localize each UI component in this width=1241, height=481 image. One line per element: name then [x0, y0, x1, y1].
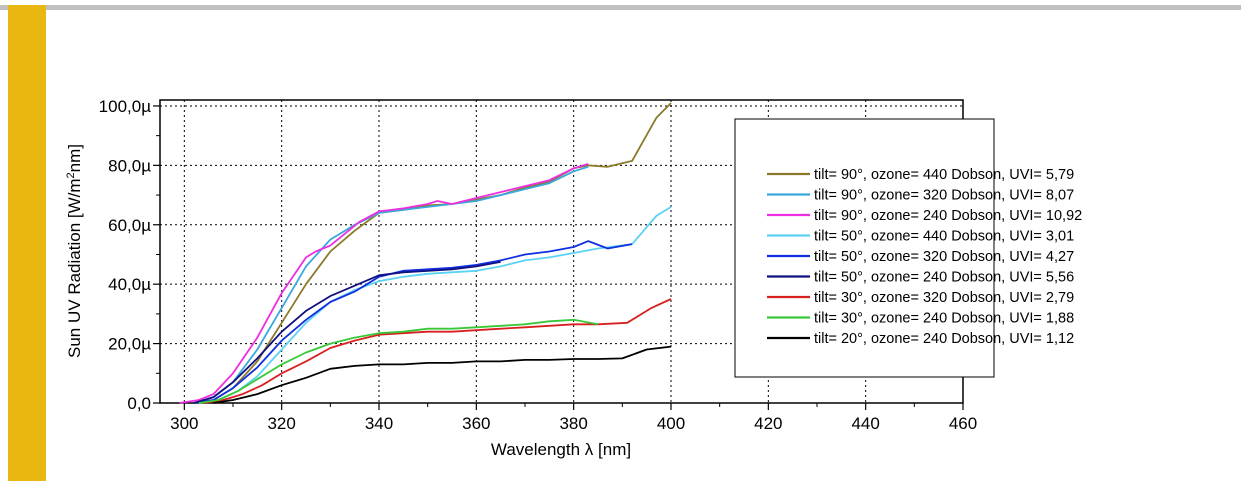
- x-tick-label: 300: [170, 414, 198, 433]
- y-tick-label: 0,0: [127, 394, 151, 413]
- series-line: [213, 345, 672, 404]
- y-tick-labels: 0,0 20,0µ 40,0µ 60,0µ 80,0µ 100,0µ: [99, 97, 152, 413]
- legend-label: tilt= 50°, ozone= 440 Dobson, UVI= 3,01: [814, 229, 1074, 245]
- x-tick-label: 460: [949, 414, 977, 433]
- y-axis-title-main: Sun UV Radiation [W/m: [65, 178, 84, 358]
- x-tick-labels: 300 320 340 360 380 400 420 440 460: [170, 414, 977, 433]
- series-line: [198, 206, 672, 404]
- series-line: [198, 318, 599, 404]
- x-axis-title: Wavelength λ [nm]: [491, 440, 631, 459]
- y-tick-label: 80,0µ: [108, 156, 151, 175]
- legend-label: tilt= 90°, ozone= 440 Dobson, UVI= 5,79: [814, 167, 1074, 183]
- x-tick-label: 380: [559, 414, 587, 433]
- x-tick-label: 440: [851, 414, 879, 433]
- series-line: [193, 240, 633, 404]
- y-tick-label: 60,0µ: [108, 216, 151, 235]
- series-line: [193, 261, 501, 404]
- series-line: [203, 298, 672, 404]
- top-bar: [0, 5, 1241, 10]
- legend-label: tilt= 30°, ozone= 240 Dobson, UVI= 1,88: [814, 311, 1074, 327]
- legend-label: tilt= 50°, ozone= 240 Dobson, UVI= 5,56: [814, 270, 1074, 286]
- legend-box: [734, 118, 995, 378]
- x-tick-label: 420: [754, 414, 782, 433]
- x-tick-label: 340: [365, 414, 393, 433]
- y-axis-title-tail: nm]: [65, 144, 84, 172]
- y-tick-label: 40,0µ: [108, 275, 151, 294]
- legend-label: tilt= 90°, ozone= 240 Dobson, UVI= 10,92: [814, 208, 1082, 224]
- legend-label: tilt= 30°, ozone= 320 Dobson, UVI= 2,79: [814, 290, 1074, 306]
- x-tick-label: 320: [267, 414, 295, 433]
- legend: tilt= 90°, ozone= 440 Dobson, UVI= 5,79 t…: [767, 167, 1082, 347]
- x-tick-label: 360: [462, 414, 490, 433]
- y-tick-label: 100,0µ: [99, 97, 152, 116]
- legend-label: tilt= 50°, ozone= 320 Dobson, UVI= 4,27: [814, 249, 1074, 265]
- series-lines: [179, 102, 672, 404]
- series-line: [193, 165, 589, 404]
- legend-label: tilt= 20°, ozone= 240 Dobson, UVI= 1,12: [814, 331, 1074, 347]
- series-line: [179, 163, 589, 404]
- ticks: [153, 105, 964, 410]
- legend-label: tilt= 90°, ozone= 320 Dobson, UVI= 8,07: [814, 188, 1074, 204]
- y-axis-title: Sun UV Radiation [W/m2nm]: [65, 144, 84, 358]
- y-axis-title-superscript: 2: [65, 172, 77, 178]
- left-accent-bar: [8, 5, 46, 481]
- y-tick-label: 20,0µ: [108, 335, 151, 354]
- x-tick-label: 400: [657, 414, 685, 433]
